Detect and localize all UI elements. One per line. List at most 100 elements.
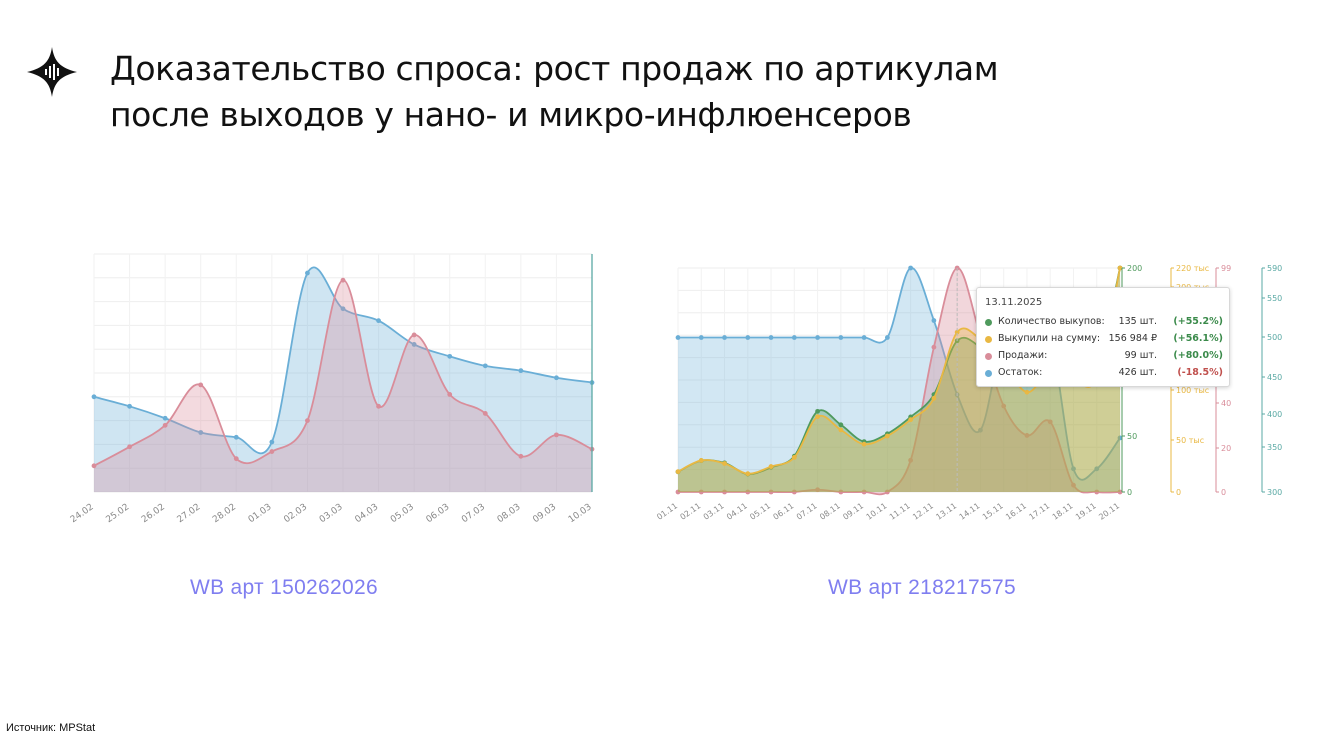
tooltip-value: 99 шт. <box>1124 350 1157 361</box>
data-point <box>908 417 914 423</box>
x-tick-label: 09.03 <box>531 502 558 525</box>
y-tick-label: 20 <box>1221 444 1231 453</box>
data-point <box>768 464 774 469</box>
y-tick-label: 500 <box>1267 333 1282 342</box>
caption-right: WB арт 218217575 <box>828 576 1016 599</box>
data-point <box>127 444 132 450</box>
chart-article-150262026: 24.02 25.02 26.02 27.02 28.02 01.03 02.03 03.03… <box>69 253 595 525</box>
data-point <box>162 415 168 421</box>
y-tick-label: 400 <box>1267 410 1282 419</box>
data-point <box>954 329 960 335</box>
data-point <box>482 363 488 369</box>
data-point <box>722 461 727 466</box>
data-point <box>675 335 681 340</box>
x-tick-label: 01.03 <box>247 502 274 525</box>
x-tick-label: 09.11 <box>841 501 865 522</box>
x-tick-label: 18.11 <box>1051 501 1075 522</box>
page-title: Доказательство спроса: рост продаж по ар… <box>110 46 1290 138</box>
data-point <box>815 487 820 493</box>
source-note: Источник: MPStat <box>6 722 96 734</box>
x-tick-label: 19.11 <box>1074 501 1098 522</box>
series-area-3 <box>678 268 1120 492</box>
data-point <box>838 427 844 433</box>
tooltip-label: Количество выкупов: <box>998 316 1105 327</box>
legend-dot <box>985 336 992 343</box>
data-point <box>931 395 937 401</box>
data-point <box>745 335 751 340</box>
y-tick-label: 220 тыс <box>1176 264 1209 273</box>
data-point <box>198 430 204 435</box>
data-point <box>722 489 727 495</box>
chart-article-218217575: 01.11 02.11 03.11 04.11 05.11 06.11 07.11 08.11… <box>655 264 1282 522</box>
data-point <box>198 382 204 388</box>
data-point <box>838 489 844 495</box>
data-point <box>91 463 97 469</box>
data-point <box>675 489 681 495</box>
tooltip-change: (+80.0%) <box>1173 350 1223 361</box>
y-tick-label: 40 <box>1221 399 1231 408</box>
data-point <box>884 335 890 340</box>
y-tick-label: 0 <box>1127 488 1132 497</box>
data-point <box>815 408 820 414</box>
data-point <box>791 454 797 460</box>
y-tick-label: 50 <box>1127 432 1137 441</box>
data-point <box>908 265 914 271</box>
x-tick-label: 04.11 <box>725 501 749 522</box>
x-tick-label: 10.03 <box>567 502 594 525</box>
y-tick-label: 0 <box>1176 488 1181 497</box>
series-area-2 <box>678 268 1120 492</box>
series-area-1 <box>678 267 1120 495</box>
data-point <box>447 353 453 359</box>
data-point <box>482 411 488 416</box>
data-point <box>305 418 310 423</box>
x-tick-label: 12.11 <box>911 501 935 522</box>
data-point <box>1047 419 1053 425</box>
data-point <box>908 457 914 463</box>
data-point <box>554 375 559 381</box>
data-point <box>1117 489 1123 495</box>
tooltip-row: Количество выкупов: 135 шт. (+55.2%) <box>985 316 1223 330</box>
x-tick-label: 20.11 <box>1097 501 1121 522</box>
data-point <box>698 335 704 340</box>
data-point <box>838 422 844 428</box>
y-tick-label: 0 <box>1221 488 1226 497</box>
x-tick-label: 04.03 <box>353 502 380 525</box>
data-point <box>411 342 417 347</box>
chart-tooltip: 13.11.2025 Количество выкупов: 135 шт. (… <box>976 287 1230 387</box>
data-point <box>815 414 820 420</box>
data-point <box>233 434 239 440</box>
series-area-0 <box>678 267 1120 492</box>
y-tick-label: 200 <box>1127 264 1142 273</box>
data-point <box>745 489 751 495</box>
data-point <box>162 422 168 428</box>
caption-left: WB арт 150262026 <box>190 576 378 599</box>
tooltip-row: Выкупили на сумму: 156 984 ₽ (+56.1%) <box>985 333 1223 347</box>
x-tick-label: 03.11 <box>702 501 726 522</box>
x-tick-label: 25.02 <box>104 502 131 525</box>
x-tick-label: 06.03 <box>425 502 452 525</box>
x-tick-label: 17.11 <box>1027 501 1051 522</box>
tooltip-label: Остаток: <box>998 367 1043 378</box>
x-tick-label: 05.03 <box>389 502 416 525</box>
data-point <box>554 432 559 438</box>
x-tick-label: 07.03 <box>460 502 487 525</box>
x-tick-label: 08.03 <box>496 502 523 525</box>
x-tick-label: 08.11 <box>818 501 842 522</box>
legend-dot <box>985 319 992 326</box>
data-point <box>768 489 774 495</box>
data-point <box>861 441 867 447</box>
tooltip-change: (+55.2%) <box>1173 316 1223 327</box>
x-tick-label: 11.11 <box>888 501 912 522</box>
data-point <box>815 335 820 340</box>
x-tick-label: 27.02 <box>176 502 203 525</box>
legend-dot <box>985 370 992 377</box>
series-area-1 <box>94 280 592 492</box>
data-point <box>698 458 704 463</box>
tooltip-row: Остаток: 426 шт. (-18.5%) <box>985 367 1223 381</box>
tooltip-label: Продажи: <box>998 350 1048 361</box>
x-tick-label: 28.02 <box>211 502 238 525</box>
data-point <box>1071 466 1076 472</box>
legend-dot <box>985 353 992 360</box>
x-tick-label: 02.03 <box>282 502 309 525</box>
y-tick-label: 300 <box>1267 488 1282 497</box>
